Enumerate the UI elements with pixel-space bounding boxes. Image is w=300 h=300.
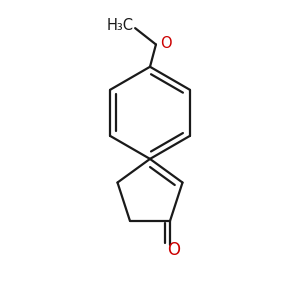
Text: O: O <box>160 36 172 51</box>
Text: O: O <box>167 242 180 260</box>
Text: H₃C: H₃C <box>107 18 134 33</box>
